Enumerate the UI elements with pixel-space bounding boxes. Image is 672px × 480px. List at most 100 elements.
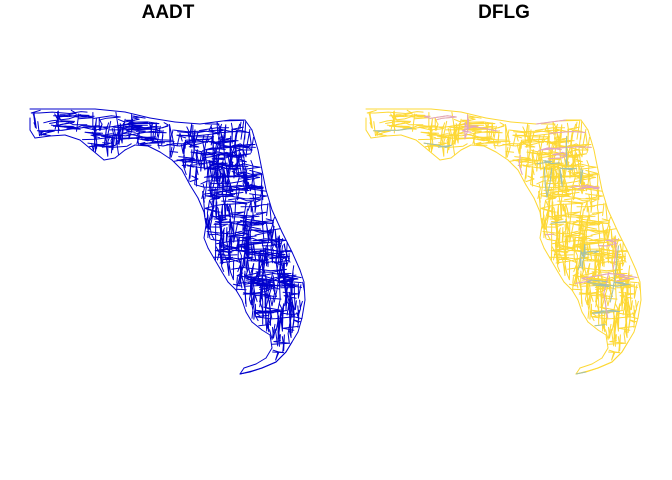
road-segment <box>247 200 255 226</box>
road-segment <box>629 319 637 324</box>
road-segment <box>232 126 247 132</box>
road-segment <box>385 120 424 126</box>
road-segment <box>230 211 260 217</box>
road-segment <box>220 146 256 149</box>
road-segment <box>580 273 583 304</box>
road-segment <box>189 175 199 183</box>
road-segment <box>208 159 214 168</box>
flagged-road-segment <box>556 146 592 149</box>
road-segment <box>618 266 624 307</box>
flagged-road-segment <box>423 115 457 121</box>
road-segment <box>439 157 452 161</box>
road-segment <box>181 164 194 168</box>
road-segment <box>591 314 639 320</box>
road-segment <box>189 184 199 199</box>
road-segment <box>115 111 121 145</box>
flagged-road-segment <box>615 274 638 282</box>
road-segment <box>523 123 529 148</box>
road-segment <box>232 283 243 287</box>
road-segment <box>538 191 542 217</box>
road-segment <box>277 238 284 257</box>
road-segment <box>30 109 88 114</box>
road-segment <box>542 199 549 239</box>
road-segment <box>111 119 136 128</box>
road-segment <box>552 237 596 245</box>
road-segment <box>544 124 548 132</box>
road-segment <box>250 175 258 177</box>
road-segment <box>240 120 245 140</box>
road-segment <box>605 202 608 220</box>
road-segment <box>260 173 263 193</box>
road-segment <box>261 329 271 336</box>
road-segment <box>261 169 267 191</box>
road-segment <box>55 115 68 120</box>
road-segment <box>157 125 161 149</box>
road-segment <box>568 126 583 132</box>
road-segment <box>243 169 262 176</box>
road-segment <box>368 113 373 129</box>
road-segment <box>255 314 303 320</box>
road-segment <box>243 218 253 253</box>
road-segment <box>579 218 589 253</box>
road-segment <box>580 235 593 239</box>
road-segment <box>627 297 632 334</box>
road-segment <box>212 175 239 179</box>
road-segment <box>625 291 628 334</box>
road-segment <box>458 137 494 142</box>
road-segment <box>194 184 239 188</box>
road-segment <box>568 246 590 250</box>
road-segment <box>239 260 246 285</box>
road-segment <box>440 126 444 145</box>
road-segment <box>221 271 229 283</box>
road-segment <box>282 334 285 354</box>
road-segment <box>32 113 37 129</box>
road-segment <box>576 217 583 252</box>
road-segment <box>162 122 169 129</box>
road-segment <box>633 283 638 299</box>
flagged-road-segment <box>535 119 567 125</box>
road-segment <box>456 127 482 132</box>
road-segment <box>585 193 604 200</box>
road-segment <box>538 188 572 195</box>
road-segment <box>621 241 626 267</box>
road-segment <box>34 135 51 139</box>
road-segment <box>250 279 274 288</box>
road-segment <box>605 323 612 340</box>
road-segment <box>426 133 457 139</box>
road-segment <box>271 340 291 345</box>
road-segment <box>29 129 36 139</box>
road-segment <box>581 311 589 323</box>
road-segment <box>213 256 265 261</box>
road-segment <box>562 221 609 225</box>
road-segment <box>548 175 575 179</box>
road-segment <box>533 197 541 213</box>
road-segment <box>49 120 88 126</box>
road-segment <box>94 108 126 113</box>
road-segment <box>220 251 225 272</box>
road-segment <box>230 129 238 168</box>
road-segment <box>634 299 639 315</box>
road-segment <box>545 187 552 240</box>
road-segment <box>209 170 214 195</box>
road-segment <box>586 175 594 177</box>
road-segment <box>250 294 258 311</box>
road-segment <box>116 130 167 137</box>
road-segment <box>241 243 250 271</box>
road-segment <box>541 208 557 213</box>
road-segment <box>241 299 247 313</box>
road-segment <box>485 117 512 123</box>
road-segment <box>366 109 424 114</box>
road-segment <box>587 321 599 331</box>
road-segment <box>64 134 81 141</box>
road-segment <box>516 142 521 154</box>
road-segment <box>255 309 284 314</box>
road-segment <box>262 272 292 279</box>
road-segment <box>547 157 556 181</box>
flagged-road-segment <box>577 186 600 190</box>
road-segment <box>87 142 117 148</box>
road-segment <box>228 205 235 235</box>
road-segment <box>174 121 201 125</box>
road-segment <box>245 278 273 282</box>
road-segment <box>180 142 185 154</box>
road-segment <box>203 149 208 168</box>
